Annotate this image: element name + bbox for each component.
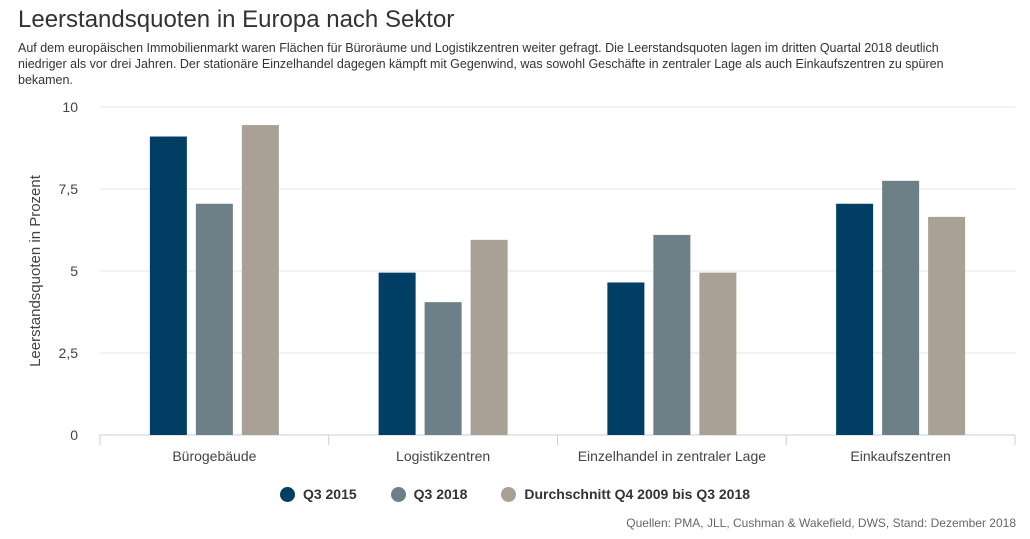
chart-subtitle: Auf dem europäischen Immobilienmarkt war… (18, 41, 944, 87)
bar (424, 302, 462, 435)
y-tick-label: 0 (70, 427, 78, 443)
legend-item[interactable]: Durchschnitt Q4 2009 bis Q3 2018 (501, 486, 750, 502)
y-tick-label: 7,5 (59, 181, 79, 197)
y-tick-label: 10 (62, 99, 78, 115)
bar (882, 180, 920, 435)
bar (928, 216, 966, 435)
legend-item[interactable]: Q3 2018 (390, 486, 468, 502)
bar (699, 272, 737, 435)
bar (195, 203, 233, 435)
bar (836, 203, 874, 435)
x-tick-label: Einkaufszentren (850, 448, 950, 464)
bar (149, 136, 187, 435)
legend-marker (501, 486, 517, 502)
bar-chart: 0 2,5 5 7,5 10 Leerstandsquoten in Prozent Bür… (27, 99, 1016, 464)
bar (470, 239, 508, 435)
chart-legend: Q3 2015 Q3 2018 Durchschnitt Q4 2009 bis Q… (0, 486, 1030, 502)
y-tick-label: 2,5 (59, 345, 79, 361)
y-axis-label: Leerstandsquoten in Prozent (27, 174, 44, 367)
legend-item[interactable]: Q3 2015 (279, 486, 357, 502)
chart-title: Leerstandsquoten in Europa nach Sektor (18, 6, 455, 33)
legend-label: Q3 2015 (302, 486, 357, 502)
bar (607, 282, 645, 435)
bar (378, 272, 416, 435)
bar (241, 125, 279, 435)
x-tick-label: Bürogebäude (172, 448, 256, 464)
x-tick-label: Logistikzentren (396, 448, 490, 464)
legend-marker (390, 486, 406, 502)
source-note: Quellen: PMA, JLL, Cushman & Wakefield, … (626, 516, 1016, 530)
legend-label: Durchschnitt Q4 2009 bis Q3 2018 (524, 486, 751, 502)
legend-label: Q3 2018 (413, 486, 468, 502)
x-tick-label: Einzelhandel in zentraler Lage (578, 448, 767, 464)
bar (653, 234, 691, 435)
legend-marker (279, 486, 295, 502)
y-tick-label: 5 (70, 263, 78, 279)
